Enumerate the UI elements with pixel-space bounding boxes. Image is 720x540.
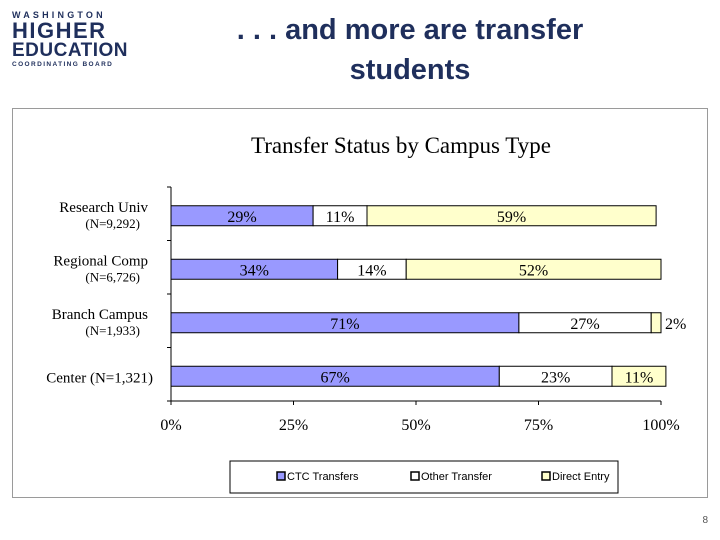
slide-title-line-1: . . . and more are transfer <box>236 14 584 46</box>
bar-segment <box>650 312 662 334</box>
chart-frame: Transfer Status by Campus Type 0% 25% 50% 75… <box>12 108 708 498</box>
bar-segment <box>405 258 662 280</box>
category-label: Regional Comp <box>53 253 148 269</box>
legend-label: Other Transfer <box>421 471 492 483</box>
x-tick-label: 75% <box>524 417 553 434</box>
data-label: 11% <box>326 209 355 226</box>
slide-title-line-2: students <box>349 54 471 86</box>
slide-title: . . . and more are transfer students <box>200 10 620 90</box>
logo-line-higher: HIGHER <box>12 18 107 43</box>
x-tick-label: 100% <box>642 417 679 434</box>
logo-line-washington: WASHINGTON <box>12 10 106 20</box>
data-label: 52% <box>519 262 548 279</box>
logo-line-education: EDUCATION <box>12 40 129 61</box>
data-label: 23% <box>541 369 570 386</box>
x-tick-label: 0% <box>160 417 181 434</box>
category-n-label: (N=1,933) <box>85 323 140 338</box>
legend-swatch <box>276 471 286 481</box>
bar-segment <box>611 365 667 387</box>
legend-label: Direct Entry <box>552 471 610 483</box>
data-label: 27% <box>570 316 599 333</box>
category-label: Branch Campus <box>52 307 148 323</box>
x-tick-label: 50% <box>401 417 430 434</box>
data-label: 59% <box>497 209 526 226</box>
data-label: 67% <box>320 369 349 386</box>
bar-segment <box>366 205 657 227</box>
logo-line-board: COORDINATING BOARD <box>12 61 114 68</box>
category-label: Research Univ <box>59 200 148 216</box>
legend-swatch <box>410 471 420 481</box>
data-label: 34% <box>240 262 269 279</box>
data-label: 29% <box>227 209 256 226</box>
stacked-bar-chart: Transfer Status by Campus Type 0% 25% 50% 75… <box>46 133 686 494</box>
x-tick-label: 25% <box>279 417 308 434</box>
legend-swatch <box>541 471 551 481</box>
data-label: 2% <box>665 316 686 333</box>
data-label: 14% <box>357 262 386 279</box>
category-n-label: (N=6,726) <box>85 269 140 284</box>
category-label: Center (N=1,321) <box>46 370 153 386</box>
data-label: 71% <box>330 316 359 333</box>
page-number: 8 <box>702 515 708 526</box>
category-n-label: (N=9,292) <box>85 216 140 231</box>
chart-title: Transfer Status by Campus Type <box>251 133 551 158</box>
legend-box <box>229 460 619 494</box>
logo: WASHINGTON HIGHER EDUCATION COORDINATING… <box>12 10 142 69</box>
data-label: 11% <box>625 369 654 386</box>
legend-label: CTC Transfers <box>287 471 359 483</box>
